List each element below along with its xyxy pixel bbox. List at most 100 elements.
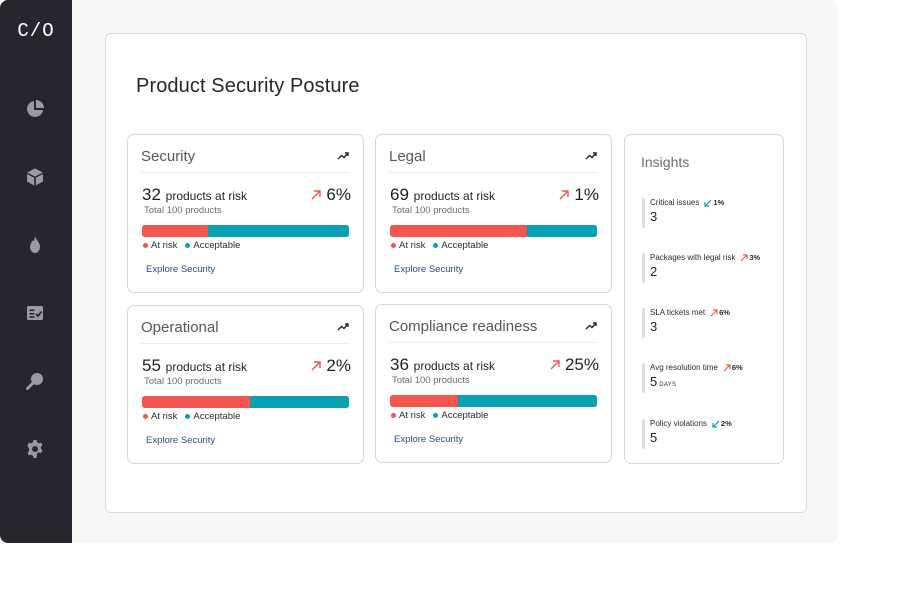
risk-change: 2% [310,356,351,376]
insight-label: SLA tickets met [650,308,706,317]
arrow-up-right-icon [559,190,570,200]
card-title: Operational [141,319,219,336]
risk-change: 25% [549,355,599,375]
legend: At risk Acceptable [391,410,488,421]
pie-chart-icon[interactable] [24,98,46,120]
insight-unit: DAYS [659,382,677,388]
gear-icon[interactable] [24,438,46,460]
risk-change: 6% [310,185,351,205]
red-dot-icon [143,243,148,248]
insight-value: 5 [650,430,658,445]
risk-change: 1% [558,185,599,205]
operational-card: Operational 55 products at risk Total 10… [127,305,364,464]
red-dot-icon [143,414,148,419]
teal-dot-icon [433,243,439,248]
legend-at-risk: At risk [143,240,177,251]
compliance-card: Compliance readiness 36 products at risk… [375,304,612,463]
teal-dot-icon [185,414,191,419]
total-products: Total 100 products [392,205,470,216]
acceptable-bar-fill [249,396,349,408]
card-divider [141,172,350,173]
arrow-down-left-icon [712,420,720,428]
insight-change: 6% [723,363,743,372]
legend-acceptable: Acceptable [185,411,240,422]
arrow-up-right-icon [311,190,322,200]
card-title: Legal [389,148,426,165]
insight-label: Policy violations [650,419,707,428]
card-title: Security [141,148,196,165]
sidebar: C/O [0,0,72,543]
trend-icon[interactable] [337,151,349,161]
insight-value: 3 [650,319,658,334]
risk-bar [390,395,597,407]
cube-icon[interactable] [24,166,46,188]
red-dot-icon [391,413,396,418]
total-products: Total 100 products [144,376,222,387]
legend-at-risk: At risk [391,410,425,421]
risk-bar-fill [142,396,250,408]
arrow-up-right-icon [740,253,748,261]
card-title: Compliance readiness [389,318,538,335]
risk-count: 55 products at risk [142,356,248,375]
insight-sla-tickets: SLA tickets met 6% 3 [642,308,777,338]
card-divider [389,172,598,173]
insight-value: 3 [650,209,658,224]
legend-acceptable: Acceptable [433,410,488,421]
insight-critical-issues: Critical issues 1% 3 [642,198,777,228]
risk-bar [390,225,597,237]
logo: C/O [17,20,55,42]
acceptable-bar-fill [208,225,349,237]
explore-link[interactable]: Explore Security [394,434,464,445]
flame-icon[interactable] [24,234,46,256]
insight-value: 5 DAYS [650,374,677,389]
insight-marker [642,253,645,283]
insights-panel: Insights Critical issues 1% 3 Packages w… [624,134,784,464]
acceptable-bar-fill [526,225,597,237]
magnifier-icon[interactable] [24,370,46,392]
total-products: Total 100 products [392,375,470,386]
risk-bar-fill [390,225,527,237]
legend: At risk Acceptable [143,240,240,251]
insight-marker [642,198,645,228]
insight-packages-legal-risk: Packages with legal risk 3% 2 [642,253,777,283]
total-products: Total 100 products [144,205,222,216]
arrow-up-right-icon [723,363,731,371]
risk-count: 69 products at risk [390,185,496,204]
risk-count: 36 products at risk [390,355,496,374]
insight-label: Avg resolution time [650,363,718,372]
legend-acceptable: Acceptable [185,240,240,251]
insight-marker [642,308,645,338]
explore-link[interactable]: Explore Security [146,435,216,446]
security-card: Security 32 products at risk Total 100 p… [127,134,364,293]
page-title: Product Security Posture [136,75,360,97]
insight-value: 2 [650,264,658,279]
card-divider [141,343,350,344]
insight-change: 6% [710,308,730,317]
legal-card: Legal 69 products at risk Total 100 prod… [375,134,612,293]
risk-count: 32 products at risk [142,185,248,204]
app-window: C/O Product Security Posture Security 32… [0,0,807,543]
explore-link[interactable]: Explore Security [146,264,216,275]
trend-icon[interactable] [337,322,349,332]
insight-marker [642,363,645,393]
insight-label: Critical issues [650,198,700,207]
trend-icon[interactable] [585,321,597,331]
trend-icon[interactable] [585,151,597,161]
insight-change: 1% [704,198,724,207]
insight-avg-resolution: Avg resolution time 6% 5 DAYS [642,363,777,393]
explore-link[interactable]: Explore Security [394,264,464,275]
insight-label: Packages with legal risk [650,253,736,262]
arrow-up-right-icon [550,360,560,370]
acceptable-bar-fill [458,395,597,407]
risk-bar [142,225,349,237]
legend-at-risk: At risk [391,240,425,251]
checklist-icon[interactable] [24,302,46,324]
arrow-up-right-icon [710,308,718,316]
insight-marker [642,419,645,449]
legend-acceptable: Acceptable [433,240,488,251]
arrow-down-left-icon [704,199,712,207]
red-dot-icon [391,243,396,248]
risk-bar-fill [142,225,209,237]
insights-title: Insights [641,154,690,170]
teal-dot-icon [185,243,191,248]
